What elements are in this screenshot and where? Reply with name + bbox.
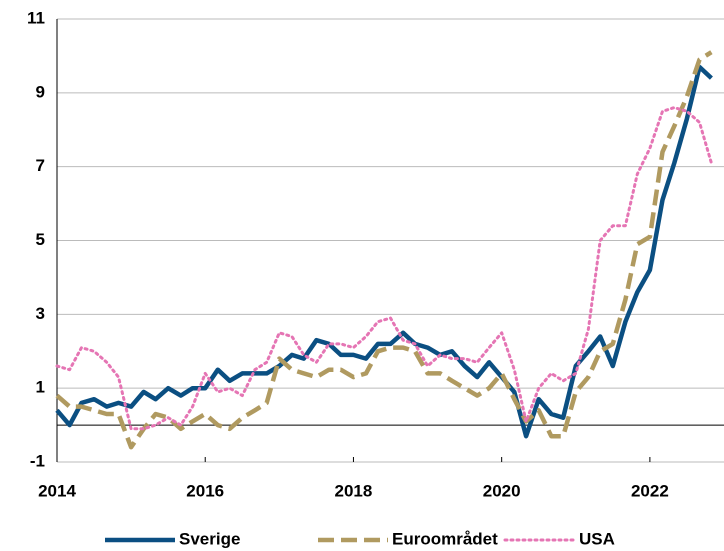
y-tick-label: 1: [36, 378, 45, 397]
legend-label: USA: [579, 529, 615, 548]
y-tick-label: 9: [36, 82, 45, 101]
legend-label: Euroområdet: [392, 529, 498, 548]
y-tick-label: 5: [36, 230, 45, 249]
x-tick-label: 2016: [186, 481, 224, 500]
series-line: [55, 106, 713, 431]
x-tick-label: 2014: [38, 481, 76, 500]
x-tick-label: 2022: [631, 481, 669, 500]
legend-label: Sverige: [179, 529, 240, 548]
series-line: [55, 64, 713, 439]
series-line: [55, 50, 713, 450]
x-tick-label: 2020: [483, 481, 521, 500]
y-tick-label: -1: [30, 451, 45, 470]
y-tick-label: 7: [36, 156, 45, 175]
x-tick-label: 2018: [335, 481, 373, 500]
y-tick-label: 11: [27, 8, 45, 27]
y-tick-label: 3: [36, 304, 45, 323]
